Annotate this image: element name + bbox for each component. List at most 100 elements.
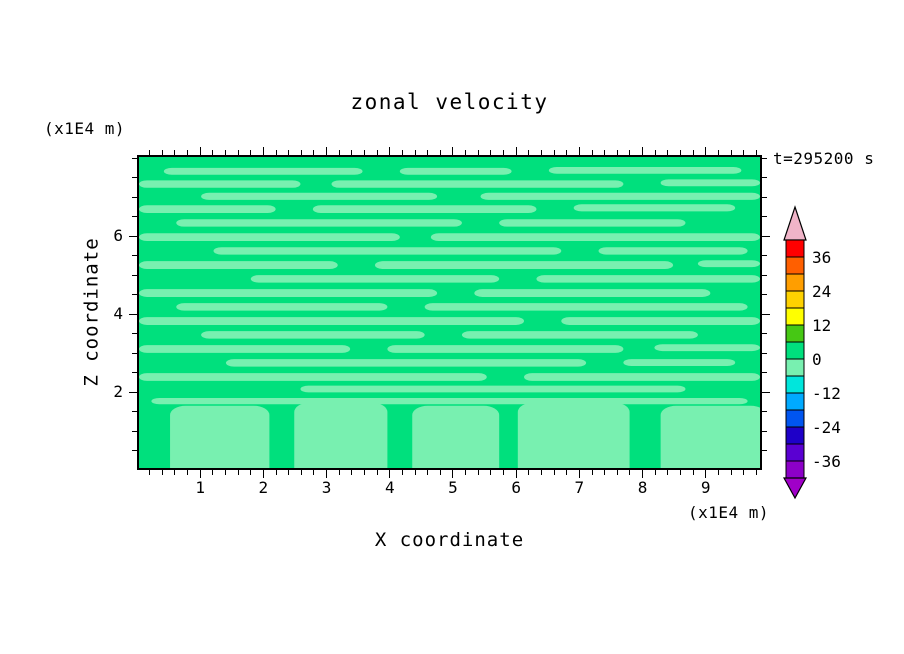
tick-mark — [692, 470, 694, 475]
velocity-streak — [139, 317, 525, 325]
colorbar-label: -24 — [812, 418, 841, 437]
colorbar-segment — [785, 426, 805, 445]
tick-mark — [250, 470, 252, 475]
tick-mark — [604, 470, 606, 475]
tick-mark — [762, 372, 767, 374]
colorbar-segment — [785, 443, 805, 462]
tick-mark — [717, 150, 719, 155]
tick-mark — [262, 470, 264, 478]
velocity-streak — [163, 167, 363, 175]
tick-mark — [679, 150, 681, 155]
tick-mark — [129, 313, 137, 315]
tick-mark — [161, 470, 163, 475]
tick-mark — [212, 470, 214, 475]
tick-mark — [129, 235, 137, 237]
colorbar: 36 24 12 0 -12 -24 -36 — [782, 205, 841, 500]
colorbar-bottom-arrow — [782, 477, 808, 500]
velocity-streak — [139, 233, 400, 241]
tick-mark — [465, 150, 467, 155]
x-axis-title: X coordinate — [374, 529, 525, 551]
velocity-streak — [660, 179, 760, 187]
velocity-plume — [660, 405, 760, 468]
velocity-streak — [548, 166, 742, 174]
velocity-streak — [139, 261, 338, 269]
colorbar-label: -12 — [812, 384, 841, 403]
tick-mark — [616, 150, 618, 155]
tick-mark — [149, 150, 151, 155]
tick-mark — [338, 150, 340, 155]
chart-title: zonal velocity — [350, 90, 549, 114]
tick-mark — [490, 150, 492, 155]
plot-area — [137, 155, 762, 470]
tick-mark — [351, 470, 353, 475]
colorbar-label: 24 — [812, 282, 831, 301]
velocity-streak — [139, 289, 438, 297]
tick-mark — [654, 470, 656, 475]
tick-mark — [389, 147, 391, 155]
tick-mark — [212, 150, 214, 155]
tick-mark — [224, 470, 226, 475]
velocity-streak — [300, 385, 686, 393]
velocity-streak — [213, 247, 562, 255]
tick-mark — [616, 470, 618, 475]
tick-mark — [578, 470, 580, 478]
tick-mark — [174, 150, 176, 155]
colorbar-label: 36 — [812, 248, 831, 267]
tick-mark — [132, 274, 137, 276]
velocity-streak — [524, 373, 760, 381]
velocity-streak — [250, 275, 500, 283]
colorbar-segment — [785, 375, 805, 394]
velocity-streak — [424, 303, 748, 311]
tick-mark — [262, 147, 264, 155]
tick-mark — [275, 470, 277, 475]
tick-mark — [528, 150, 530, 155]
x-tick-label: 1 — [195, 478, 206, 497]
tick-mark — [187, 470, 189, 475]
tick-mark — [762, 352, 767, 354]
tick-mark — [174, 470, 176, 475]
tick-mark — [132, 196, 137, 198]
tick-mark — [692, 150, 694, 155]
y-axis-unit-label: (x1E4 m) — [44, 119, 126, 138]
tick-mark — [250, 150, 252, 155]
tick-mark — [389, 470, 391, 478]
velocity-streak — [225, 359, 587, 367]
tick-mark — [132, 372, 137, 374]
tick-mark — [401, 470, 403, 475]
velocity-plume — [294, 402, 388, 468]
tick-mark — [132, 294, 137, 296]
tick-mark — [129, 391, 137, 393]
colorbar-segment — [785, 392, 805, 411]
velocity-streak — [598, 247, 748, 255]
tick-mark — [414, 470, 416, 475]
velocity-streak — [654, 344, 760, 352]
velocity-streak — [139, 373, 487, 381]
tick-mark — [364, 470, 365, 475]
velocity-streak — [139, 205, 276, 213]
tick-mark — [288, 150, 290, 155]
tick-mark — [743, 150, 745, 155]
x-axis-unit-label: (x1E4 m) — [688, 503, 770, 522]
colorbar-label: -36 — [812, 452, 841, 471]
velocity-streak — [387, 345, 624, 353]
tick-mark — [132, 430, 137, 432]
tick-mark — [465, 470, 467, 475]
x-tick-label: 7 — [574, 478, 585, 497]
tick-mark — [679, 470, 681, 475]
tick-mark — [762, 235, 770, 237]
tick-mark — [762, 157, 767, 159]
tick-mark — [503, 470, 505, 475]
tick-mark — [762, 255, 767, 257]
x-tick-label: 6 — [511, 478, 521, 497]
tick-mark — [762, 177, 767, 179]
tick-mark — [566, 470, 568, 475]
tick-mark — [654, 150, 656, 155]
tick-mark — [762, 450, 767, 451]
tick-mark — [762, 216, 767, 218]
velocity-streak — [201, 192, 438, 200]
tick-mark — [604, 150, 606, 155]
tick-mark — [629, 470, 631, 475]
tick-mark — [149, 470, 151, 475]
velocity-streak — [139, 180, 301, 188]
